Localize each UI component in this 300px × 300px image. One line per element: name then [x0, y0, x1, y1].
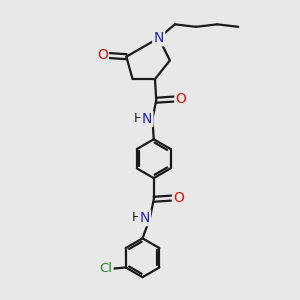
Text: O: O: [97, 48, 108, 62]
Text: N: N: [154, 31, 164, 45]
Text: Cl: Cl: [99, 262, 112, 275]
Text: H: H: [132, 212, 141, 224]
Text: O: O: [173, 191, 184, 205]
Text: O: O: [176, 92, 187, 106]
Text: N: N: [139, 211, 150, 225]
Text: H: H: [134, 112, 143, 125]
Text: N: N: [142, 112, 152, 126]
